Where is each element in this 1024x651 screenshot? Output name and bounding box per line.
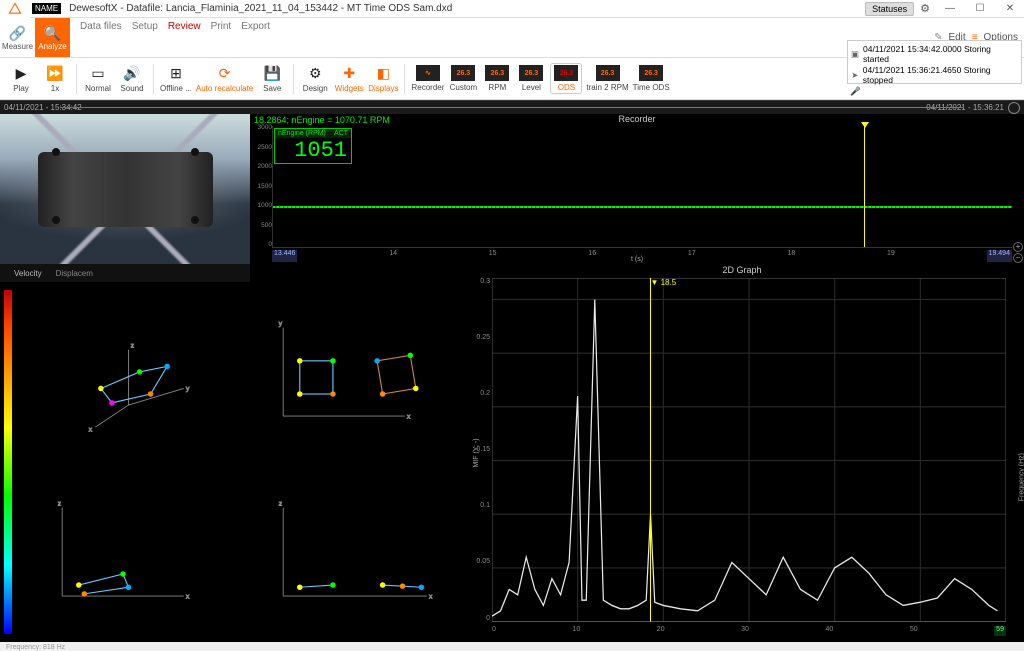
mode-analyze-label: Analyze: [38, 42, 66, 51]
rpm-display-button[interactable]: 26.3RPM: [482, 65, 512, 92]
recorder-panel[interactable]: 18.2864; nEngine = 1070.71 RPM Recorder …: [250, 114, 1024, 264]
video-panel[interactable]: [0, 114, 250, 264]
status-panel: ▣04/11/2021 15:34:42.0000 Storing starte…: [847, 40, 1022, 84]
level-display-button[interactable]: 26.3Level: [516, 65, 546, 92]
mode-analyze[interactable]: 🔍 Analyze: [35, 18, 70, 57]
colorbar: [4, 290, 12, 634]
svg-text:z: z: [58, 500, 61, 507]
speed-button[interactable]: ⏩1x: [40, 65, 70, 93]
car-underside-image: [38, 152, 213, 227]
cursor-icon: ➤: [850, 70, 860, 81]
license-badge: NAME: [32, 3, 61, 14]
autorecalc-button[interactable]: ⟳Auto recalculate: [196, 65, 253, 93]
graph-2d-yaxis: 0.30.25 0.20.15 0.10.05 0: [474, 278, 490, 622]
submenu-review[interactable]: Review: [168, 21, 201, 32]
sound-button[interactable]: 🔊Sound: [117, 65, 147, 93]
custom-display-button[interactable]: 26.3Custom: [448, 65, 478, 92]
offline-button[interactable]: ⊞Offline ...: [160, 65, 192, 93]
statuses-button[interactable]: Statuses: [865, 2, 914, 16]
recorder-cursor[interactable]: [864, 126, 865, 247]
svg-text:y: y: [279, 320, 283, 327]
recorder-title: Recorder: [618, 114, 655, 124]
graph-2d-title: 2D Graph: [722, 265, 761, 275]
recorder-yaxis: 30002500 20001500 1000500 0: [254, 124, 272, 248]
lcd-icon: ∿: [416, 65, 440, 81]
viz-tabs: Velocity Displacem: [0, 264, 250, 282]
graph-2d-panel[interactable]: 2D Graph MIF (Y; -) Frequency (Hz) 0.30.…: [460, 264, 1024, 642]
ods-display-button[interactable]: 26.3ODS: [550, 63, 582, 94]
titlebar: NAME DewesoftX - Datafile: Lancia_Flamin…: [0, 0, 1024, 18]
measure-icon: 🔗: [9, 25, 26, 42]
graph-2d-xlabel: Frequency (Hz): [1019, 453, 1024, 501]
zoom-out-button[interactable]: −: [1013, 253, 1023, 263]
widgets-button[interactable]: ✚Widgets: [334, 65, 364, 93]
analyze-icon: 🔍: [44, 25, 61, 42]
channel-value: 1051: [275, 138, 351, 163]
graph-2d-cursor-label: ▼ 18.5: [650, 278, 676, 287]
mode-shape-view-2[interactable]: x y: [239, 282, 460, 462]
normal-button[interactable]: ▭Normal: [83, 65, 113, 93]
tab-displacement[interactable]: Displacem: [56, 269, 93, 278]
mic-icon: 🎤: [850, 86, 860, 97]
main-area: 18.2864; nEngine = 1070.71 RPM Recorder …: [0, 114, 1024, 614]
mode-shape-view-4[interactable]: x z: [239, 462, 460, 642]
recorder-trace: [273, 206, 1012, 208]
graph-2d-xaxis: 010 2030 4050 59: [492, 626, 1006, 636]
svg-text:x: x: [89, 427, 93, 434]
svg-text:x: x: [186, 593, 190, 600]
mode-measure[interactable]: 🔗 Measure: [0, 18, 35, 57]
status-line-2: 04/11/2021 15:36:21.4650 Storing stopped: [863, 65, 1019, 85]
submenu-setup[interactable]: Setup: [132, 21, 158, 32]
app-logo: [0, 0, 30, 18]
minimize-button[interactable]: —: [936, 0, 964, 18]
clock-icon[interactable]: [1008, 102, 1020, 114]
submenu-datafiles[interactable]: Data files: [80, 21, 122, 32]
train-display-button[interactable]: 26.3train 2 RPM: [586, 65, 628, 92]
submenu-export[interactable]: Export: [241, 21, 270, 32]
recorder-xlabel: t (s): [631, 256, 643, 263]
status-line-1: 04/11/2021 15:34:42.0000 Storing started: [863, 44, 1019, 64]
frequency-readout: Frequency: 818 Hz: [6, 644, 65, 651]
mode-measure-label: Measure: [2, 42, 33, 51]
zoom-in-button[interactable]: +: [1013, 242, 1023, 252]
svg-text:x: x: [407, 413, 411, 420]
mode-shape-view-1[interactable]: y x z: [18, 282, 239, 462]
svg-text:x: x: [429, 593, 433, 600]
timeline-track: [60, 107, 964, 108]
storing-started-icon: ▣: [850, 49, 860, 60]
channel-mode: ACT: [334, 130, 348, 137]
displays-button[interactable]: ◧Displays: [368, 65, 398, 93]
design-button[interactable]: ⚙Design: [300, 65, 330, 93]
timeline-bar[interactable]: 04/11/2021 - 15:34:42 04/11/2021 - 15:36…: [0, 100, 1024, 114]
submenu-print[interactable]: Print: [211, 21, 232, 32]
submenu: Data files Setup Review Print Export: [70, 18, 928, 35]
maximize-button[interactable]: ☐: [966, 0, 994, 18]
svg-text:z: z: [279, 500, 282, 507]
svg-text:z: z: [131, 343, 134, 350]
mode-shape-view-3[interactable]: x z: [18, 462, 239, 642]
close-button[interactable]: ✕: [996, 0, 1024, 18]
settings-gear-icon[interactable]: ⚙: [916, 2, 934, 15]
channel-value-box[interactable]: nEngine (RPM) ACT 1051: [274, 128, 352, 164]
recorder-zoom: + −: [1013, 242, 1023, 263]
svg-text:y: y: [186, 386, 190, 393]
timeods-display-button[interactable]: 26.3Time ODS: [633, 65, 670, 92]
mode-shape-area: Frequency: 818 Hz y x z x y: [0, 282, 460, 642]
save-button[interactable]: 💾Save: [257, 65, 287, 93]
window-title: DewesoftX - Datafile: Lancia_Flaminia_20…: [69, 3, 452, 14]
recorder-display-button[interactable]: ∿Recorder: [411, 65, 444, 92]
channel-name: nEngine (RPM): [278, 130, 326, 137]
graph-2d-plot[interactable]: [492, 278, 1006, 622]
recorder-plot[interactable]: [272, 126, 1012, 248]
play-button[interactable]: ▶Play: [6, 65, 36, 93]
tab-velocity[interactable]: Velocity: [14, 269, 42, 278]
